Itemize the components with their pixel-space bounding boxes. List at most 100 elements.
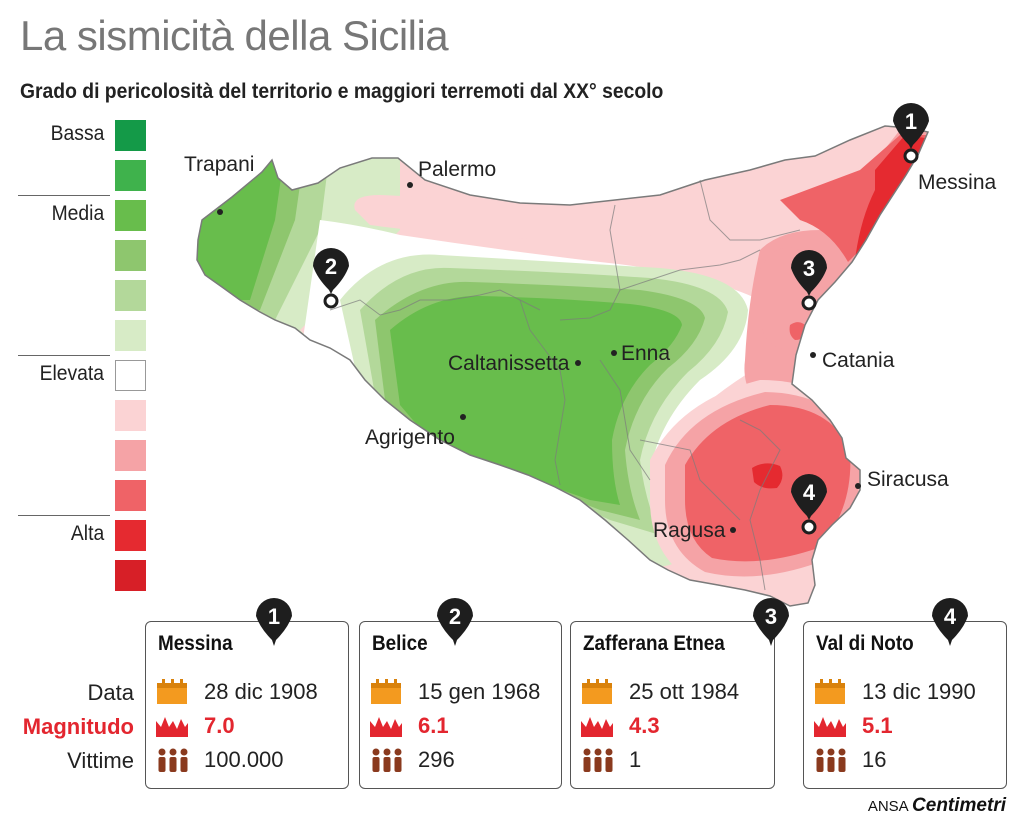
- quake-card-belice: Belice 15 gen 1968 6.1 296: [359, 621, 562, 789]
- calendar-icon: [581, 679, 615, 705]
- legend-divider: [18, 515, 110, 516]
- city-label-siracusa: Siracusa: [867, 468, 949, 491]
- map-pin-number: 1: [905, 109, 917, 134]
- legend-label-top: Alta: [70, 522, 104, 545]
- zone-north-pink: [354, 195, 800, 240]
- legend-swatch-10: [115, 480, 146, 511]
- quake-victims-row: 16: [814, 746, 886, 774]
- quake-date-row: 15 gen 1968: [370, 678, 540, 706]
- quake-victims: 296: [418, 747, 455, 772]
- quake-magnitude-row: 7.0: [156, 712, 235, 740]
- card-badge-number: 2: [449, 604, 461, 629]
- quake-date-row: 25 ott 1984: [581, 678, 739, 706]
- page-subtitle: Grado di pericolosità del territorio e m…: [20, 80, 664, 103]
- quake-victims: 100.000: [204, 747, 284, 772]
- legend-label-high: Elevata: [39, 362, 104, 385]
- quake-card-title: Belice: [372, 632, 428, 655]
- calendar-icon: [370, 679, 404, 705]
- quake-victims-row: 100.000: [156, 746, 284, 774]
- calendar-icon: [814, 679, 848, 705]
- calendar-icon: [156, 679, 190, 705]
- city-label-ragusa: Ragusa: [653, 519, 726, 542]
- legend-swatch-3: [115, 200, 146, 231]
- row-label-date: Data: [87, 680, 134, 705]
- legend-swatch-12: [115, 560, 146, 591]
- source-prefix: ANSA: [867, 798, 908, 815]
- map-pin-icon: 2: [437, 598, 473, 646]
- source-credit: ANSA Centimetri: [868, 795, 1006, 817]
- city-label-palermo: Palermo: [418, 158, 496, 181]
- legend-swatch-2: [115, 160, 146, 191]
- legend-divider: [18, 355, 110, 356]
- map-pin-number: 2: [325, 254, 337, 279]
- quake-date: 25 ott 1984: [629, 679, 740, 704]
- quake-card-val-di-noto: Val di Noto 13 dic 1990 5.1 16: [803, 621, 1007, 789]
- seismograph-icon: [581, 713, 615, 739]
- city-label-caltanissetta: Caltanissetta: [448, 352, 570, 375]
- city-dot-ragusa: [730, 527, 736, 533]
- quake-magnitude-row: 5.1: [814, 712, 893, 740]
- quake-card-title: Messina: [158, 632, 233, 655]
- row-label-victims: Vittime: [67, 748, 134, 773]
- quake-card-title: Val di Noto: [816, 632, 914, 655]
- quake-card-title: Zafferana Etnea: [583, 632, 725, 655]
- quake-date-row: 13 dic 1990: [814, 678, 976, 706]
- legend-swatch-9: [115, 440, 146, 471]
- quake-date: 15 gen 1968: [418, 679, 541, 704]
- map-pin-icon: 3: [753, 598, 789, 646]
- map-pin-icon: 4: [932, 598, 968, 646]
- quake-magnitude: 7.0: [204, 713, 235, 738]
- legend-swatch-5: [115, 280, 146, 311]
- quake-victims: 16: [862, 747, 887, 772]
- map-pin-icon: 2: [313, 248, 349, 309]
- city-dot-siracusa: [855, 483, 861, 489]
- seismograph-icon: [814, 713, 848, 739]
- seismograph-icon: [370, 713, 404, 739]
- legend-swatch-11: [115, 520, 146, 551]
- quake-magnitude-row: 6.1: [370, 712, 449, 740]
- province-borders: [329, 179, 801, 591]
- people-icon: [156, 747, 190, 773]
- legend-swatch-4: [115, 240, 146, 271]
- map-pin-icon: 1: [256, 598, 292, 646]
- map-pin-icon: 4: [791, 474, 827, 535]
- card-badge-number: 4: [944, 604, 957, 629]
- city-dot-caltanissetta: [575, 360, 581, 366]
- city-dots: [217, 182, 861, 533]
- city-dot-enna: [611, 350, 617, 356]
- city-label-trapani: Trapani: [184, 153, 254, 176]
- quake-card-messina: Messina 28 dic 1908 7.0 100.000: [145, 621, 349, 789]
- city-dot-palermo: [407, 182, 413, 188]
- quake-card-zafferana: Zafferana Etnea 25 ott 1984 4.3 1: [570, 621, 775, 789]
- city-dot-trapani: [217, 209, 223, 215]
- legend-swatch-7: [115, 360, 146, 391]
- legend-label-low: Bassa: [50, 122, 104, 145]
- quake-victims-row: 1: [581, 746, 641, 774]
- quake-magnitude: 4.3: [629, 713, 660, 738]
- legend-swatch-1: [115, 120, 146, 151]
- people-icon: [370, 747, 404, 773]
- legend-label-medium: Media: [51, 202, 104, 225]
- city-label-enna: Enna: [621, 342, 670, 365]
- quake-magnitude: 6.1: [418, 713, 449, 738]
- map-pin-number: 4: [803, 480, 816, 505]
- map-pin-number: 3: [803, 256, 815, 281]
- city-label-catania: Catania: [822, 349, 895, 372]
- quake-date: 13 dic 1990: [862, 679, 976, 704]
- map-pin-icon: 1: [893, 103, 929, 164]
- card-badge-number: 1: [268, 604, 280, 629]
- legend-swatch-8: [115, 400, 146, 431]
- map-pin-icon: 3: [791, 250, 827, 311]
- city-dot-catania: [810, 352, 816, 358]
- quake-victims-row: 296: [370, 746, 455, 774]
- city-label-agrigento: Agrigento: [365, 426, 455, 449]
- row-label-magnitude: Magnitudo: [22, 714, 134, 739]
- seismograph-icon: [156, 713, 190, 739]
- card-badge-number: 3: [765, 604, 777, 629]
- people-icon: [814, 747, 848, 773]
- quake-magnitude-row: 4.3: [581, 712, 660, 740]
- legend-divider: [18, 195, 110, 196]
- legend-swatch-6: [115, 320, 146, 351]
- page-title: La sismicità della Sicilia: [20, 12, 449, 59]
